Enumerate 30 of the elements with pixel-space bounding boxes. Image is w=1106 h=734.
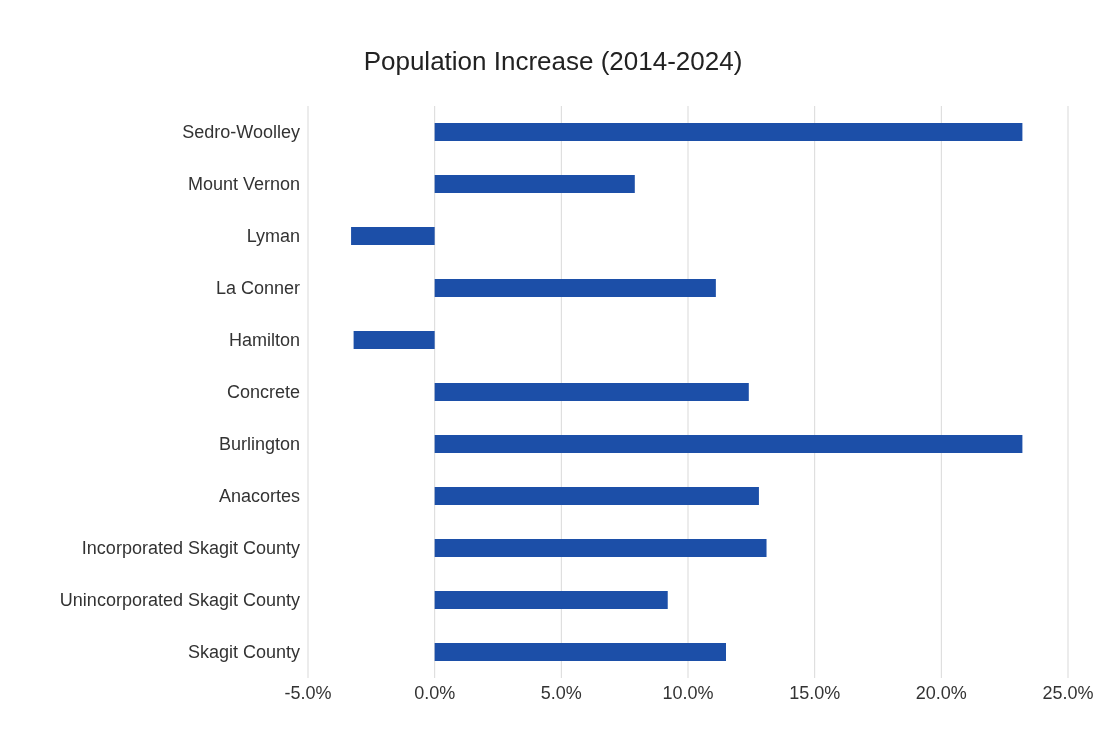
y-tick-label: Skagit County bbox=[187, 642, 300, 663]
y-tick-label: La Conner bbox=[215, 278, 300, 299]
y-tick-label: Incorporated Skagit County bbox=[81, 538, 300, 559]
y-tick-label: Hamilton bbox=[228, 330, 300, 351]
bar bbox=[351, 227, 435, 245]
bar bbox=[434, 383, 749, 401]
x-tick-label: -5.0% bbox=[284, 682, 332, 703]
y-tick-label: Sedro-Woolley bbox=[182, 122, 300, 143]
y-tick-label: Lyman bbox=[246, 226, 300, 247]
y-tick-label: Concrete bbox=[226, 382, 300, 403]
y-tick-label: Unincorporated Skagit County bbox=[59, 590, 300, 611]
bar bbox=[353, 331, 435, 349]
bar bbox=[434, 279, 716, 297]
bar bbox=[434, 643, 726, 661]
x-tick-label: 5.0% bbox=[540, 682, 582, 703]
bar bbox=[434, 539, 767, 557]
x-tick-label: 25.0% bbox=[1042, 682, 1094, 703]
y-tick-label: Burlington bbox=[218, 434, 300, 455]
x-tick-label: 0.0% bbox=[414, 682, 456, 703]
y-tick-label: Anacortes bbox=[218, 486, 300, 507]
x-tick-label: 15.0% bbox=[789, 682, 841, 703]
bar bbox=[434, 435, 1023, 453]
bar bbox=[434, 123, 1023, 141]
bar bbox=[434, 487, 759, 505]
chart-title: Population Increase (2014-2024) bbox=[362, 45, 744, 78]
bar bbox=[434, 591, 668, 609]
bar bbox=[434, 175, 635, 193]
y-tick-label: Mount Vernon bbox=[187, 174, 300, 195]
x-tick-label: 10.0% bbox=[662, 682, 714, 703]
x-tick-label: 20.0% bbox=[915, 682, 967, 703]
